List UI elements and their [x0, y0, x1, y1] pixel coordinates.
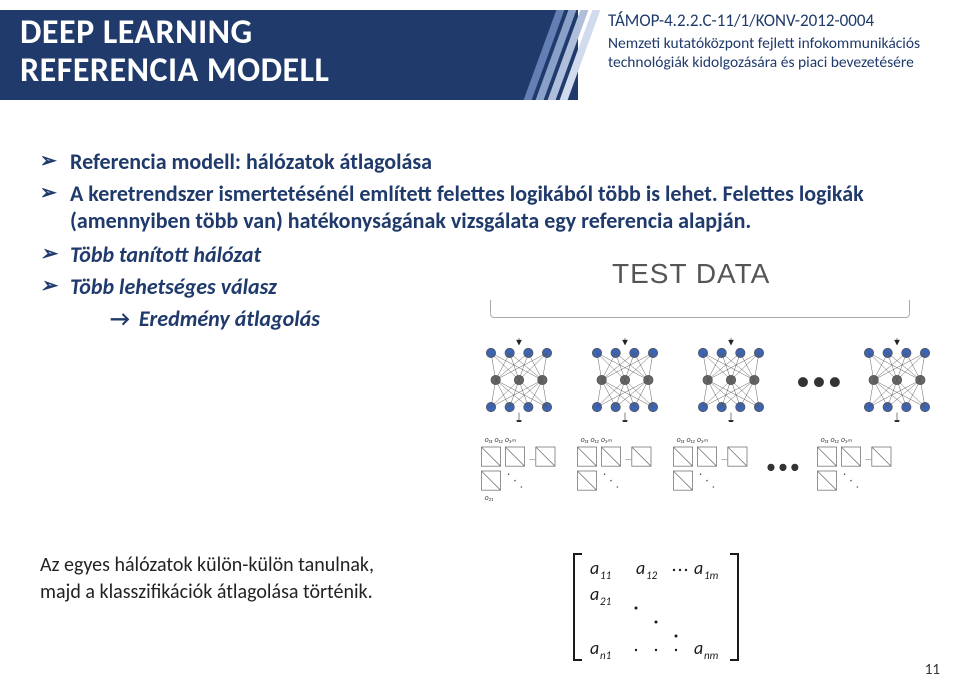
svg-text:o₁₁ o₁₂ o₁ₘ: o₁₁ o₁₂ o₁ₘ — [820, 435, 851, 445]
matrix-a1m: a — [694, 557, 703, 579]
output-row: o₁₁ o₁₂ o₁ₘ o₂₁ … o₁₁ o₁₂ o₁ₘ — [472, 428, 932, 506]
network-row: ••• — [472, 332, 932, 428]
matrix-anm: a — [694, 637, 703, 659]
svg-text:21: 21 — [600, 595, 611, 608]
banner-stripes — [540, 10, 602, 100]
svg-text:…: … — [529, 453, 535, 463]
svg-text:12: 12 — [646, 569, 658, 582]
test-data-label: TEST DATA — [612, 258, 770, 290]
bullet-arrow-icon: ➢ — [40, 274, 57, 299]
svg-text:n1: n1 — [600, 649, 611, 662]
bullet-4-text: Több lehetséges válasz — [70, 273, 277, 300]
matrix-a21: a — [590, 583, 599, 605]
bullet-arrow-icon: ➢ — [40, 181, 57, 206]
network-figure: TEST DATA — [472, 256, 932, 508]
bullet-5-text: Eredmény átlagolás — [139, 305, 320, 332]
bullet-1: ➢ Referencia modell: hálózatok átlagolás… — [40, 148, 920, 176]
bullet-1-text: Referencia modell: hálózatok átlagolása — [70, 148, 432, 175]
output-block-icon: o₁₁ o₁₂ o₁ₘ o₂₁ … — [472, 431, 558, 503]
bullet-arrow-icon: ➢ — [40, 149, 57, 174]
slide-title: DEEP LEARNING REFERENCIA MODELL — [20, 14, 329, 90]
project-header: TÁMOP-4.2.2.C-11/1/KONV-2012-0004 Nemzet… — [608, 10, 948, 73]
matrix-figure: a11 a12 a1m a21 an1 anm — [566, 548, 746, 666]
output-block-icon: o₁₁ o₁₂ o₁ₘ … — [664, 431, 750, 503]
bullet-2: ➢ A keretrendszer ismertetésénél említet… — [40, 180, 920, 235]
svg-text:nm: nm — [704, 649, 719, 662]
bullet-2-text: A keretrendszer ismertetésénél említett … — [70, 180, 864, 235]
project-id: TÁMOP-4.2.2.C-11/1/KONV-2012-0004 — [608, 10, 948, 31]
neural-net-icon — [684, 338, 778, 422]
caption-line-1: Az egyes hálózatok külön-külön tanulnak, — [40, 553, 374, 577]
test-data-brace — [490, 300, 910, 318]
ellipsis-icon: ••• — [766, 455, 802, 479]
ellipsis-icon: ••• — [796, 363, 844, 398]
svg-text:…: … — [865, 453, 871, 463]
svg-text:o₂₁: o₂₁ — [485, 493, 494, 503]
bottom-caption: Az egyes hálózatok külön-külön tanulnak,… — [40, 552, 470, 606]
page-number: 11 — [925, 661, 940, 679]
matrix-a12: a — [636, 557, 645, 579]
svg-text:o₁₁ o₁₂ o₁ₘ: o₁₁ o₁₂ o₁ₘ — [581, 435, 612, 445]
neural-net-icon — [472, 338, 566, 422]
svg-text:11: 11 — [600, 569, 611, 582]
neural-net-icon — [578, 338, 672, 422]
svg-text:1m: 1m — [704, 569, 719, 582]
bullet-3-text: Több tanított hálózat — [70, 241, 261, 268]
svg-text:…: … — [721, 453, 727, 463]
output-block-icon: o₁₁ o₁₂ o₁ₘ … — [568, 431, 654, 503]
svg-text:o₁₁ o₁₂ o₁ₘ: o₁₁ o₁₂ o₁ₘ — [677, 435, 708, 445]
matrix-an1: a — [590, 637, 599, 659]
title-line-2: REFERENCIA MODELL — [20, 50, 329, 91]
bullet-arrow-icon: ➢ — [40, 242, 57, 267]
inline-arrow-icon: → — [110, 305, 130, 332]
matrix-a11: a — [590, 557, 599, 579]
neural-net-icon — [850, 338, 944, 422]
slide: DEEP LEARNING REFERENCIA MODELL TÁMOP-4.… — [0, 0, 960, 689]
svg-text:…: … — [625, 453, 631, 463]
output-block-icon: o₁₁ o₁₂ o₁ₘ … — [808, 431, 894, 503]
caption-line-2: majd a klasszifikációk átlagolása történ… — [40, 580, 373, 604]
title-line-1: DEEP LEARNING — [20, 12, 253, 53]
project-description: Nemzeti kutatóközpont fejlett infokommun… — [608, 35, 948, 73]
svg-text:o₁₁ o₁₂ o₁ₘ: o₁₁ o₁₂ o₁ₘ — [485, 435, 516, 445]
